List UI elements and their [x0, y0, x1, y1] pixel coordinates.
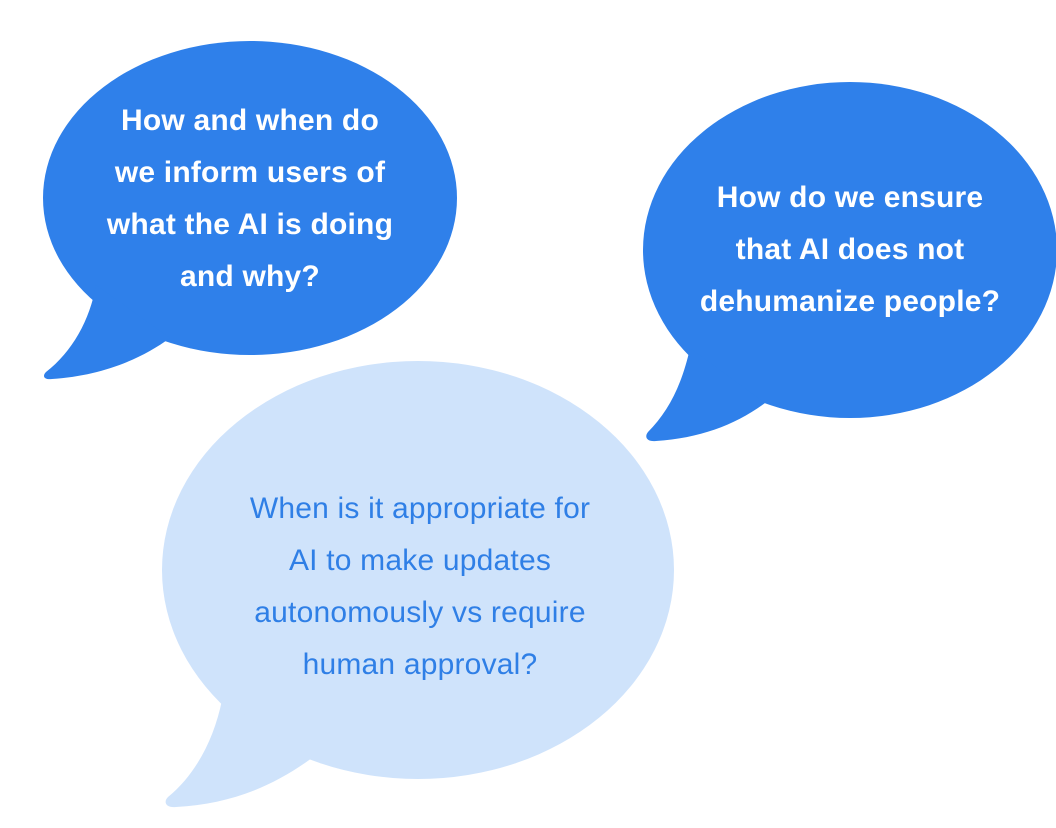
bubble-c-text: When is it appropriate for AI to make up… [190, 483, 650, 691]
bubble-c-tail [165, 700, 312, 808]
bubble-c-line-2: AI to make updates [288, 544, 552, 577]
bubble-c [162, 361, 674, 808]
bubble-c-line-4: human approval? [302, 648, 538, 681]
bubble-a-body [43, 41, 457, 355]
bubble-a [43, 41, 457, 380]
bubble-c-line-1: When is it appropriate for [249, 492, 591, 525]
bubble-a-tail [44, 285, 170, 380]
bubble-b-line-2: that AI does not [735, 233, 965, 266]
bubble-b-line-3: dehumanize people? [699, 285, 1001, 318]
bubble-a-line-3: what the AI is doing [106, 208, 394, 241]
bubble-b-text: How do we ensure that AI does not dehuma… [655, 172, 1045, 328]
bubble-a-line-1: How and when do [121, 104, 379, 137]
bubble-a-line-2: we inform users of [114, 156, 386, 189]
bubble-c-line-3: autonomously vs require [254, 596, 586, 629]
bubble-b-tail [646, 348, 765, 442]
bubble-c-body [162, 361, 674, 779]
bubble-b [643, 82, 1056, 442]
bubble-b-line-1: How do we ensure [716, 181, 984, 214]
bubble-b-body [643, 82, 1056, 418]
bubble-a-line-4: and why? [180, 260, 320, 293]
bubble-a-text: How and when do we inform users of what … [60, 95, 440, 303]
